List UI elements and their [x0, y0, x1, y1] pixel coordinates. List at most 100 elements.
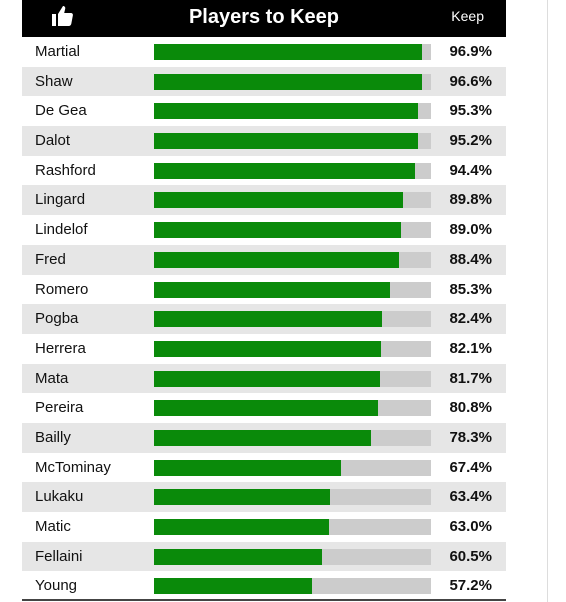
keep-bar	[154, 459, 341, 476]
keep-bar	[154, 281, 391, 298]
player-row: Lindelof 89.0%	[22, 215, 506, 245]
keep-percentage-label: 82.1%	[449, 339, 492, 357]
keep-bar	[154, 162, 416, 179]
player-name: Lingard	[35, 191, 86, 209]
keep-bar	[154, 400, 378, 417]
keep-percentage-label: 63.4%	[449, 488, 492, 506]
keep-bar	[154, 370, 381, 387]
keep-percentage-label: 95.2%	[449, 132, 492, 150]
keep-percentage-label: 96.6%	[449, 72, 492, 90]
keep-percentage-label: 63.0%	[449, 518, 492, 535]
keep-bar	[154, 578, 313, 595]
player-row: Fellaini 60.5%	[22, 541, 506, 572]
keep-bar	[154, 489, 330, 506]
keep-bar	[154, 192, 403, 209]
bar-track	[154, 281, 431, 298]
bar-track	[154, 222, 431, 239]
bottom-divider	[22, 599, 506, 601]
player-row: Pogba 82.4%	[22, 304, 506, 334]
player-row: Rashford 94.4%	[22, 156, 506, 186]
keep-bar	[154, 44, 423, 60]
keep-column-header: Keep	[451, 8, 484, 24]
player-row: Romero 85.3%	[22, 275, 506, 305]
player-name: Martial	[35, 43, 81, 60]
player-row: Lukaku 63.4%	[22, 482, 506, 512]
page-edge-divider	[547, 0, 548, 602]
player-row: Fred 88.4%	[22, 244, 506, 275]
keep-bar	[154, 73, 422, 90]
bar-track	[154, 251, 431, 268]
player-row: Mata 81.7%	[22, 363, 506, 394]
bar-track	[154, 103, 431, 120]
bar-track	[154, 400, 431, 417]
player-row: Lingard 89.8%	[22, 185, 506, 216]
keep-percentage-label: 94.4%	[449, 161, 492, 179]
keep-bar	[154, 548, 322, 565]
player-row: Matic 63.0%	[22, 512, 506, 542]
player-name: Matic	[35, 518, 71, 535]
player-name: Pogba	[35, 310, 79, 328]
keep-percentage-label: 78.3%	[449, 428, 492, 446]
bar-track	[154, 578, 431, 595]
keep-bar	[154, 222, 401, 239]
keep-bar	[154, 311, 383, 328]
player-name: Pereira	[35, 399, 84, 417]
bar-track	[154, 370, 431, 387]
player-name: Fellaini	[35, 547, 83, 565]
keep-bar	[154, 519, 329, 535]
bar-track	[154, 73, 431, 90]
bar-track	[154, 162, 431, 179]
player-row: Martial 96.9%	[22, 37, 506, 67]
keep-bar	[154, 251, 399, 268]
bar-track	[154, 429, 431, 446]
player-name: Lindelof	[35, 221, 88, 239]
bar-track	[154, 44, 431, 60]
bar-track	[154, 548, 431, 565]
thumbs-up-icon	[52, 6, 73, 26]
keep-percentage-label: 85.3%	[449, 280, 492, 298]
bar-track	[154, 192, 431, 209]
bar-track	[154, 489, 431, 506]
player-name: Lukaku	[35, 488, 84, 506]
bar-track	[154, 311, 431, 328]
player-row: Dalot 95.2%	[22, 126, 506, 156]
keep-percentage-label: 89.0%	[449, 221, 492, 239]
keep-percentage-label: 95.3%	[449, 102, 492, 120]
bar-track	[154, 133, 431, 150]
keep-percentage-label: 67.4%	[449, 458, 492, 476]
keep-bar	[154, 429, 371, 446]
player-name: Dalot	[35, 132, 71, 150]
player-name: McTominay	[35, 458, 111, 476]
keep-percentage-label: 88.4%	[449, 250, 492, 268]
player-row: Pereira 80.8%	[22, 393, 506, 423]
player-name: Shaw	[35, 72, 73, 90]
bar-track	[154, 459, 431, 476]
keep-percentage-label: 96.9%	[449, 43, 492, 60]
player-name: Mata	[35, 369, 69, 387]
bar-track	[154, 340, 431, 357]
player-row: McTominay 67.4%	[22, 453, 506, 483]
keep-percentage-label: 81.7%	[449, 369, 492, 387]
keep-percentage-label: 89.8%	[449, 191, 492, 209]
player-row: Shaw 96.6%	[22, 66, 506, 97]
player-name: Herrera	[35, 339, 86, 357]
player-rows: Martial 96.9% Shaw 96.6% De Gea 95.3% Dalot 95.…	[22, 37, 506, 601]
keep-percentage-label: 60.5%	[449, 547, 492, 565]
player-row: Young 57.2%	[22, 571, 506, 601]
keep-bar	[154, 103, 418, 120]
player-name: Fred	[35, 250, 66, 268]
chart-header: Players to Keep Keep	[22, 0, 506, 37]
player-name: Romero	[35, 280, 89, 298]
player-row: Bailly 78.3%	[22, 422, 506, 453]
player-name: Bailly	[35, 428, 71, 446]
bar-track	[154, 519, 431, 535]
player-row: Herrera 82.1%	[22, 334, 506, 364]
players-to-keep-panel: Players to Keep Keep Martial 96.9% Shaw 96.…	[22, 0, 506, 602]
chart-title: Players to Keep	[188, 6, 340, 28]
player-row: De Gea 95.3%	[22, 96, 506, 126]
player-name: Young	[35, 577, 77, 595]
keep-bar	[154, 133, 418, 150]
keep-percentage-label: 80.8%	[449, 399, 492, 417]
player-name: De Gea	[35, 102, 87, 120]
